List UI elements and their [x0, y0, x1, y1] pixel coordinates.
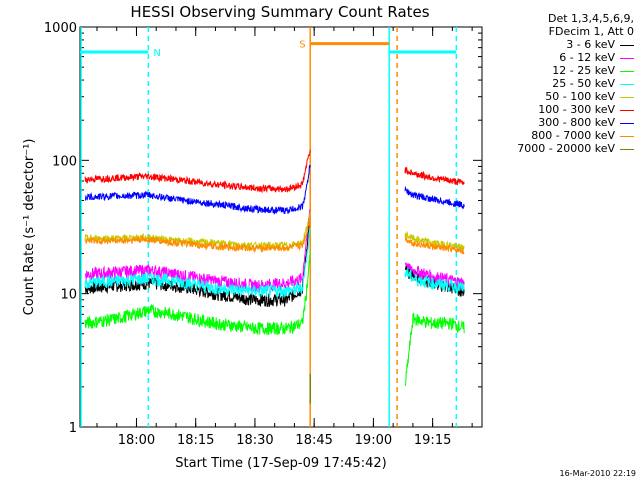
timestamp: 16-Mar-2010 22:19 — [560, 469, 637, 478]
legend-label: 3 - 6 keV — [566, 38, 615, 51]
y-tick-label: 1 — [69, 421, 77, 436]
x-tick-label: 19:00 — [355, 433, 392, 448]
legend-swatch — [620, 70, 634, 72]
plot-frame — [79, 26, 483, 428]
legend-swatch — [620, 44, 634, 46]
flag-label: N — [153, 48, 160, 59]
axis-ticks — [80, 27, 482, 428]
flag-bars: NS — [80, 40, 457, 59]
series-line — [84, 227, 311, 298]
legend-swatch — [620, 57, 634, 59]
legend-entry: 50 - 100 keV — [464, 90, 634, 103]
legend-header-line: Det 1,3,4,5,6,9, — [547, 12, 634, 25]
legend-label: 50 - 100 keV — [545, 90, 615, 103]
x-tick-label: 18:30 — [236, 433, 273, 448]
x-tick-label: 19:15 — [414, 433, 451, 448]
series-line — [84, 213, 311, 254]
x-tick-labels: 18:00 18:15 18:30 18:45 19:00 19:15 — [118, 433, 452, 448]
series-line — [84, 165, 311, 215]
legend-entry: 7000 - 20000 keV — [464, 142, 634, 155]
y-tick-label: 10 — [60, 288, 77, 303]
y-tick-label: 100 — [52, 154, 77, 169]
legend-swatch — [620, 148, 634, 150]
y-tick-label: 1000 — [44, 21, 77, 36]
x-tick-label: 18:15 — [177, 433, 214, 448]
legend-label: 800 - 7000 keV — [531, 129, 615, 142]
legend-entry: 6 - 12 keV — [464, 51, 634, 64]
legend-swatch — [620, 122, 634, 124]
legend-entry: 3 - 6 keV — [464, 38, 634, 51]
vertical-markers — [80, 27, 458, 427]
legend-swatch — [620, 135, 634, 137]
series-line — [84, 149, 311, 194]
chart-title: HESSI Observing Summary Count Rates — [130, 3, 429, 21]
legend-swatch — [620, 96, 634, 98]
legend-entries: 3 - 6 keV 6 - 12 keV 12 - 25 keV 25 - 50 ke… — [464, 38, 634, 155]
legend-entry: 12 - 25 keV — [464, 64, 634, 77]
legend-label: 300 - 800 keV — [538, 116, 615, 129]
series-line — [404, 312, 465, 386]
y-tick-labels: 1 10 100 1000 — [44, 21, 77, 436]
legend-label: 100 - 300 keV — [538, 103, 615, 116]
x-axis-label: Start Time (17-Sep-09 17:45:42) — [175, 456, 386, 471]
legend-label: 7000 - 20000 keV — [517, 142, 615, 155]
legend-entry: 800 - 7000 keV — [464, 129, 634, 142]
series-line — [404, 267, 465, 294]
legend-swatch — [620, 109, 634, 111]
series-lines — [84, 149, 465, 404]
series-line — [404, 230, 465, 252]
legend-entry: 100 - 300 keV — [464, 103, 634, 116]
legend-swatch — [620, 83, 634, 85]
legend-label: 12 - 25 keV — [552, 64, 615, 77]
series-line — [84, 251, 311, 336]
legend-label: 25 - 50 keV — [552, 77, 615, 90]
x-tick-label: 18:00 — [118, 433, 155, 448]
flag-label: S — [299, 40, 305, 51]
legend: Det 1,3,4,5,6,9, FDecim 1, Att 0 3 - 6 k… — [464, 12, 634, 155]
legend-entry: 25 - 50 keV — [464, 77, 634, 90]
legend-entry: 300 - 800 keV — [464, 116, 634, 129]
legend-label: 6 - 12 keV — [559, 51, 615, 64]
series-line — [404, 262, 465, 289]
legend-header-line: FDecim 1, Att 0 — [548, 25, 634, 38]
y-axis-label: Count Rate (s⁻¹ detector⁻¹) — [22, 139, 37, 316]
series-line — [404, 167, 465, 186]
series-line — [404, 185, 465, 210]
series-line — [404, 237, 465, 255]
x-tick-label: 18:45 — [295, 433, 332, 448]
